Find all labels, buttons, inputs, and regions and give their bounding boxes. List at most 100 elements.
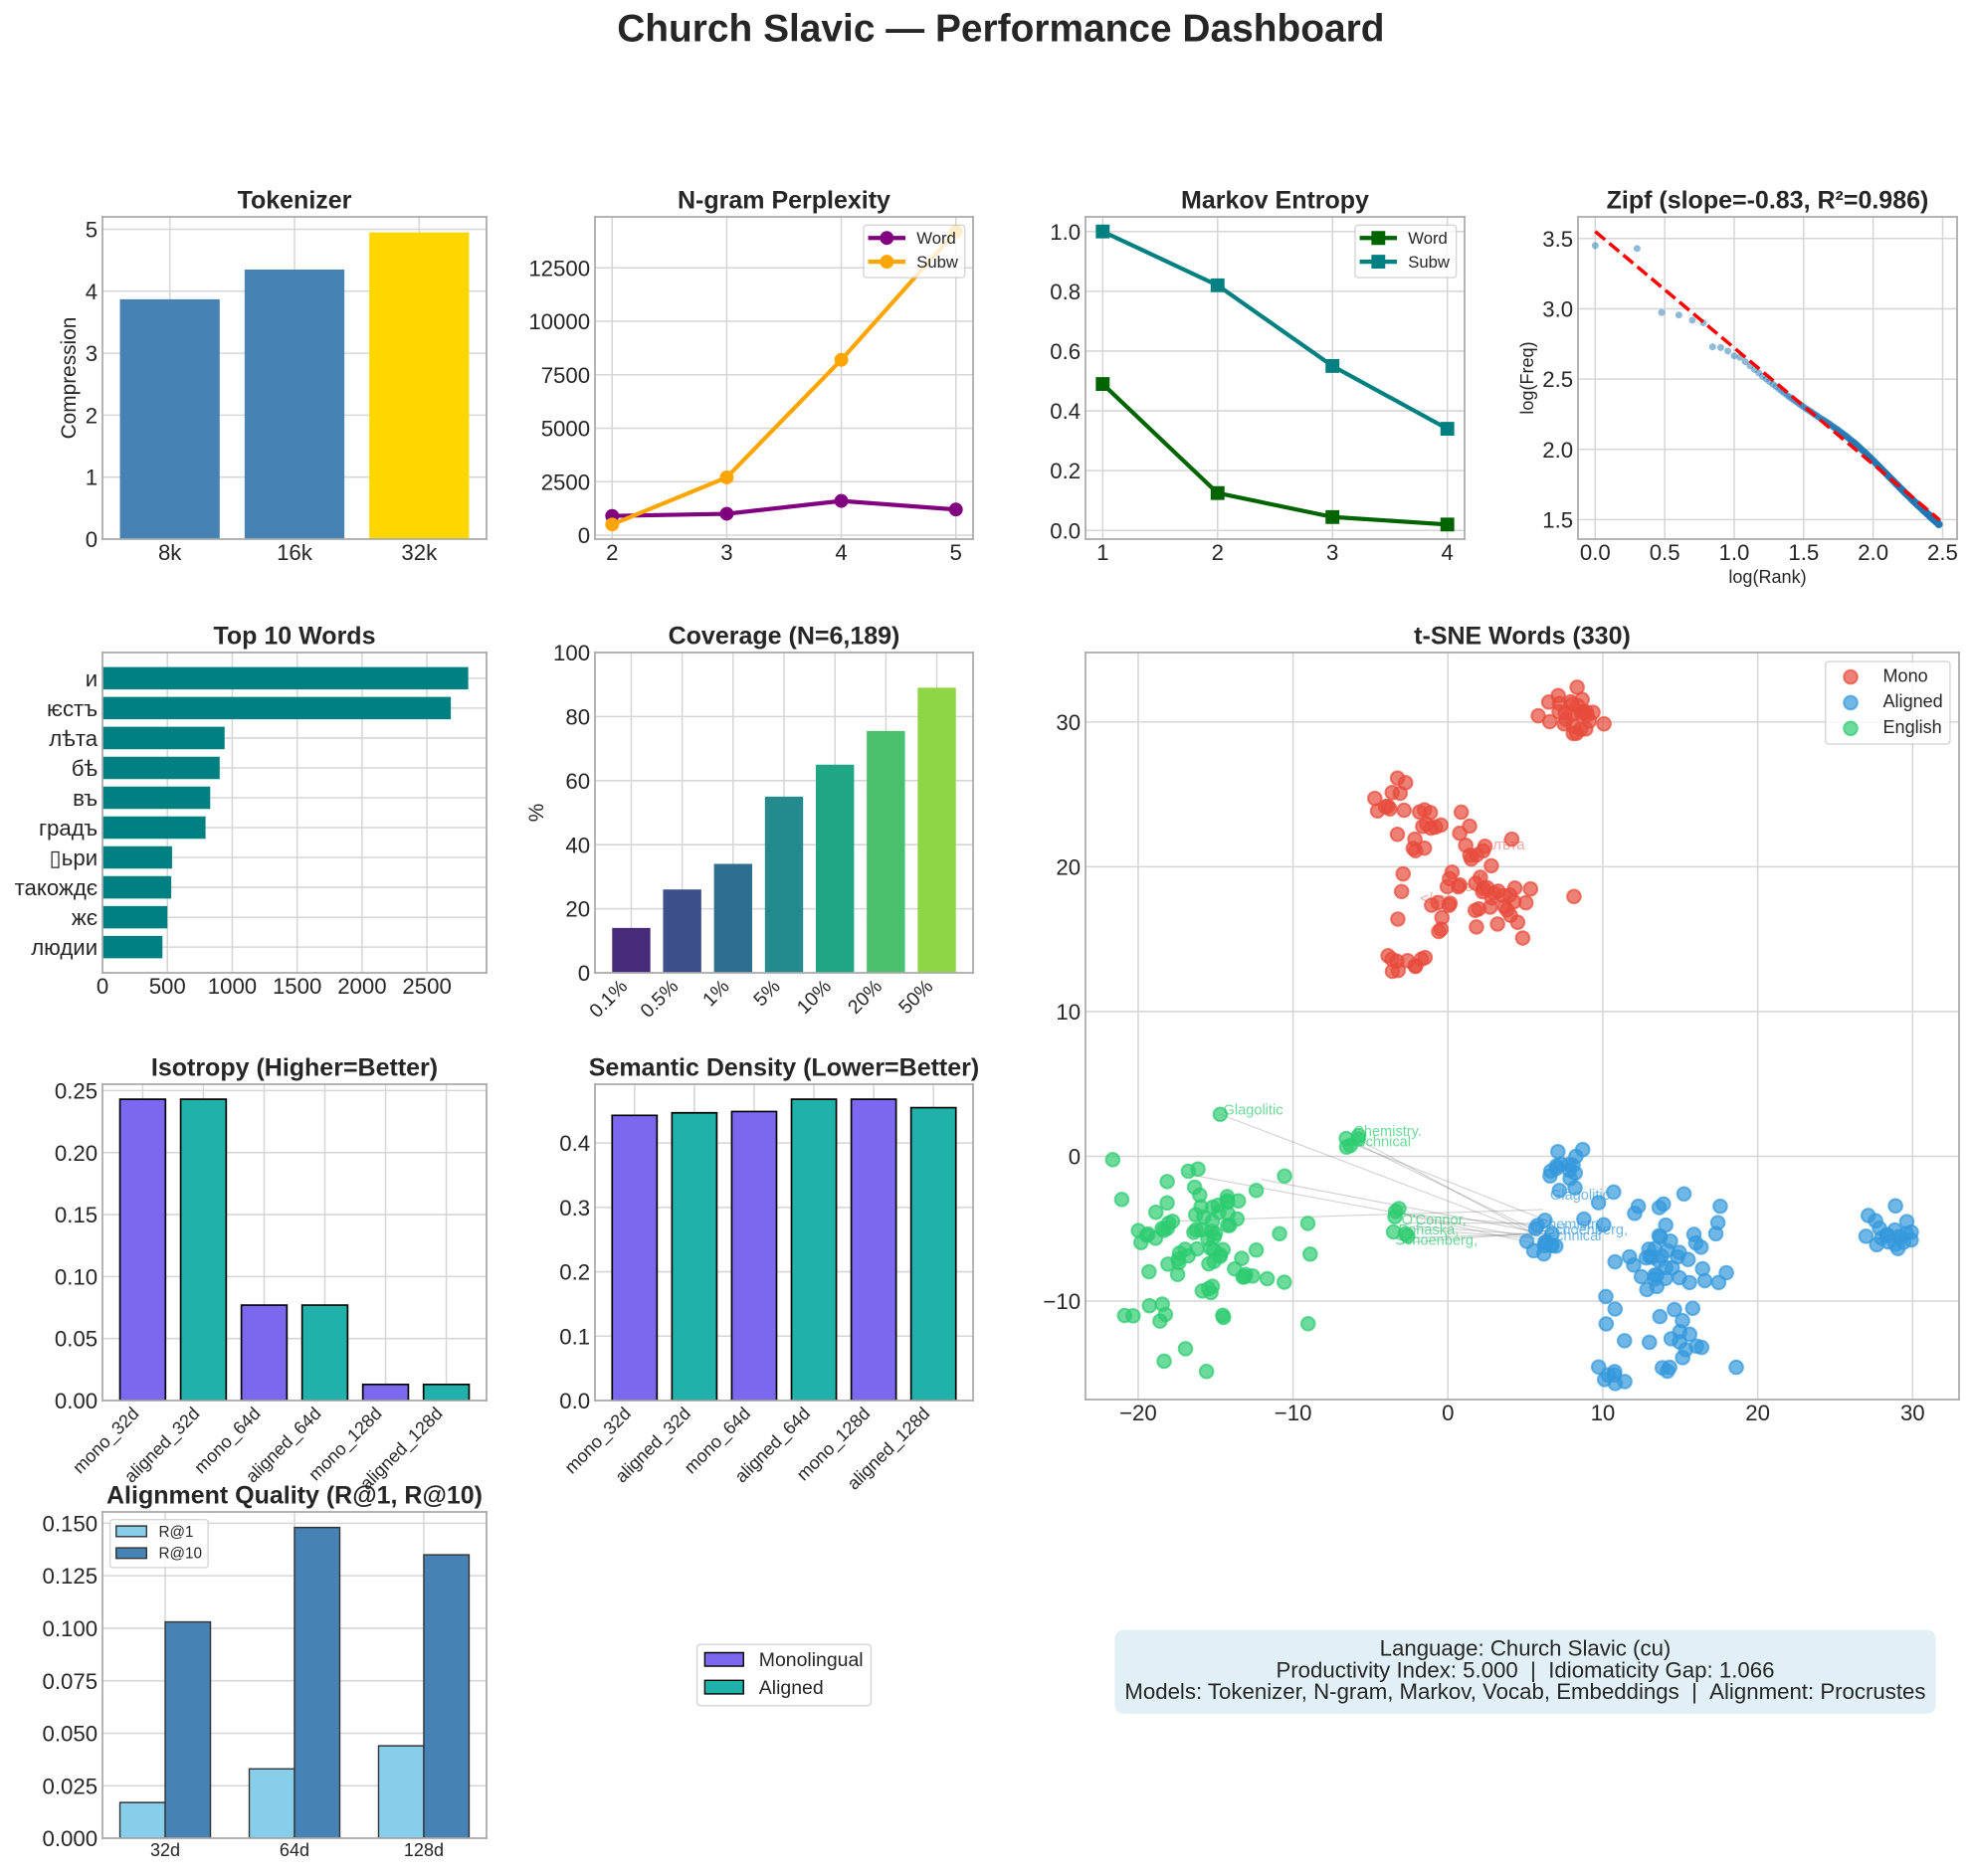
- svg-text:0.150: 0.150: [43, 1511, 99, 1536]
- svg-text:30: 30: [1056, 710, 1081, 735]
- svg-text:0: 0: [1442, 1401, 1454, 1425]
- svg-text:Semantic Density (Lower=Better: Semantic Density (Lower=Better): [589, 1054, 979, 1082]
- svg-text:Top 10 Words: Top 10 Words: [214, 623, 376, 651]
- svg-text:10: 10: [1056, 1000, 1081, 1025]
- svg-text:10000: 10000: [528, 309, 590, 334]
- svg-text:3.5: 3.5: [1542, 227, 1573, 252]
- svg-text:людии: людии: [31, 935, 98, 960]
- svg-text:Isotropy (Higher=Better): Isotropy (Higher=Better): [151, 1054, 438, 1082]
- svg-text:градъ: градъ: [39, 816, 98, 841]
- svg-text:2.0: 2.0: [1858, 540, 1888, 565]
- svg-text:и: и: [1478, 869, 1485, 885]
- svg-text:0.25: 0.25: [55, 1078, 98, 1103]
- svg-text:2000: 2000: [337, 974, 386, 999]
- svg-text:0.2: 0.2: [559, 1260, 590, 1285]
- svg-text:0.125: 0.125: [43, 1564, 99, 1589]
- svg-text:100: 100: [553, 641, 590, 665]
- svg-text:0.025: 0.025: [43, 1774, 99, 1798]
- svg-text:3: 3: [720, 540, 732, 565]
- svg-text:0: 0: [1069, 1145, 1081, 1170]
- svg-text:−10: −10: [1275, 1401, 1312, 1425]
- svg-text:Glagolitic: Glagolitic: [1224, 1102, 1283, 1118]
- svg-text:Chemistry.: Chemistry.: [1538, 1217, 1607, 1232]
- svg-text:Schoenberg,: Schoenberg,: [1545, 1222, 1628, 1238]
- svg-text:60: 60: [565, 769, 590, 794]
- svg-text:0.100: 0.100: [43, 1616, 99, 1641]
- svg-text:Church Slavic — Performance Da: Church Slavic — Performance Dashboard: [617, 7, 1384, 50]
- svg-text:ѥстъ: ѥстъ: [1462, 879, 1494, 895]
- svg-text:5: 5: [86, 218, 98, 243]
- svg-text:R@1: R@1: [159, 1524, 194, 1541]
- svg-text:0.075: 0.075: [43, 1669, 99, 1694]
- svg-text:20: 20: [1745, 1401, 1770, 1425]
- svg-text:Productivity Index: 5.000 |: Productivity Index: 5.000 | Idiomaticity…: [1276, 1657, 1774, 1682]
- svg-text:2: 2: [86, 403, 98, 428]
- svg-text:5: 5: [950, 540, 962, 565]
- svg-text:2.5: 2.5: [1542, 367, 1573, 392]
- svg-text:0.8: 0.8: [1050, 280, 1081, 304]
- svg-text:Alignment Quality (R@1, R@10): Alignment Quality (R@1, R@10): [106, 1482, 483, 1510]
- svg-text:</s>: </s>: [1420, 891, 1448, 907]
- svg-text:−10: −10: [1043, 1289, 1081, 1314]
- svg-text:1: 1: [1096, 540, 1108, 565]
- svg-text:64d: 64d: [280, 1840, 309, 1860]
- svg-text:1.0: 1.0: [1050, 220, 1081, 245]
- svg-text:1.0: 1.0: [1719, 540, 1750, 565]
- svg-text:Chemistry.: Chemistry.: [1353, 1124, 1422, 1140]
- svg-text:N-gram Perplexity: N-gram Perplexity: [678, 187, 890, 215]
- svg-text:Word: Word: [1408, 229, 1448, 248]
- svg-text:%: %: [525, 804, 548, 823]
- svg-text:лѣта: лѣта: [1492, 838, 1525, 853]
- svg-text:0.6: 0.6: [1050, 339, 1081, 364]
- svg-text:2: 2: [1212, 540, 1224, 565]
- svg-text:Glagolitic: Glagolitic: [1550, 1188, 1610, 1204]
- svg-text:−20: −20: [1119, 1401, 1157, 1425]
- svg-text:0: 0: [578, 961, 590, 986]
- svg-text:▯ьри: ▯ьри: [50, 845, 99, 870]
- svg-text:0.0: 0.0: [1580, 540, 1611, 565]
- svg-text:Models: Tokenizer, N-gram, Mar: Models: Tokenizer, N-gram, Markov, Vocab…: [1124, 1679, 1925, 1704]
- svg-text:0: 0: [86, 527, 98, 552]
- svg-text:Schoenberg,: Schoenberg,: [1395, 1232, 1478, 1248]
- svg-text:0.5: 0.5: [1650, 540, 1680, 565]
- svg-text:1500: 1500: [273, 974, 321, 999]
- svg-text:лѣта: лѣта: [49, 726, 99, 751]
- svg-text:0.3: 0.3: [559, 1196, 590, 1220]
- svg-text:2500: 2500: [402, 974, 451, 999]
- svg-text:0.10: 0.10: [55, 1264, 98, 1289]
- svg-text:Compression: Compression: [58, 317, 81, 440]
- svg-text:10: 10: [1591, 1401, 1616, 1425]
- svg-text:2.5: 2.5: [1927, 540, 1958, 565]
- svg-text:3: 3: [1326, 540, 1338, 565]
- svg-text:32k: 32k: [401, 540, 438, 565]
- svg-text:1000: 1000: [208, 974, 257, 999]
- svg-text:Aligned: Aligned: [1883, 691, 1943, 711]
- svg-text:3: 3: [86, 341, 98, 366]
- svg-text:Coverage (N=6,189): Coverage (N=6,189): [669, 623, 900, 651]
- svg-text:0.15: 0.15: [55, 1203, 98, 1227]
- svg-text:1.5: 1.5: [1542, 507, 1573, 532]
- svg-text:0.2: 0.2: [1050, 459, 1081, 483]
- svg-text:Language: Church Slavic (cu): Language: Church Slavic (cu): [1380, 1636, 1672, 1661]
- svg-text:0: 0: [97, 974, 108, 999]
- svg-text:0.000: 0.000: [43, 1826, 99, 1851]
- svg-text:Subw: Subw: [1408, 253, 1451, 272]
- svg-text:0.20: 0.20: [55, 1141, 98, 1166]
- svg-text:O'Connor,: O'Connor,: [1402, 1213, 1467, 1228]
- svg-text:30: 30: [1900, 1401, 1925, 1425]
- svg-text:такождє: такождє: [15, 875, 99, 900]
- svg-text:Markov Entropy: Markov Entropy: [1181, 187, 1369, 215]
- svg-text:0.1: 0.1: [559, 1324, 590, 1349]
- svg-text:2.0: 2.0: [1542, 438, 1573, 463]
- svg-text:12500: 12500: [528, 256, 590, 281]
- svg-text:20: 20: [1056, 854, 1081, 879]
- svg-text:3.0: 3.0: [1542, 297, 1573, 322]
- svg-text:80: 80: [565, 704, 590, 729]
- svg-text:0.05: 0.05: [55, 1327, 98, 1352]
- svg-text:0.4: 0.4: [559, 1131, 590, 1156]
- svg-text:Pohaska,: Pohaska,: [1398, 1222, 1459, 1238]
- svg-text:0.0: 0.0: [559, 1389, 590, 1413]
- svg-text:бѣ: бѣ: [72, 756, 98, 781]
- svg-text:7500: 7500: [541, 363, 590, 388]
- svg-text:Monolingual: Monolingual: [759, 1649, 864, 1671]
